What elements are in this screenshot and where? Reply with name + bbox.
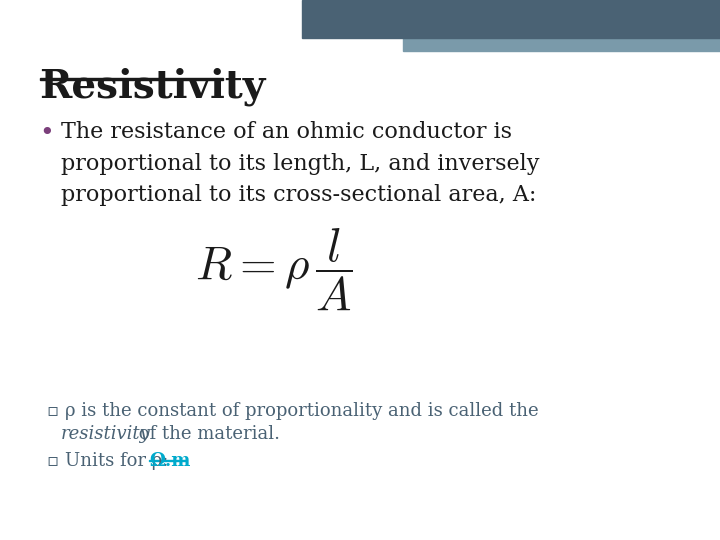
Text: proportional to its length, L, and inversely: proportional to its length, L, and inver… [61, 153, 540, 175]
Text: ▫ ρ is the constant of proportionality and is called the: ▫ ρ is the constant of proportionality a… [47, 402, 539, 420]
Text: ▫ Units for ρ:: ▫ Units for ρ: [47, 452, 174, 470]
Text: The resistance of an ohmic conductor is: The resistance of an ohmic conductor is [61, 122, 512, 144]
Text: •: • [40, 122, 54, 145]
Bar [302, 0, 720, 38]
Bar [403, 31, 720, 51]
Text: of the material.: of the material. [133, 425, 280, 443]
Bar [40, 78, 223, 80]
Text: $R = \rho\,\dfrac{l}{A}$: $R = \rho\,\dfrac{l}{A}$ [194, 227, 353, 313]
Text: Resistivity: Resistivity [40, 68, 266, 106]
Text: Ω.m: Ω.m [149, 452, 190, 470]
Bar [149, 460, 186, 461]
Text: proportional to its cross-sectional area, A:: proportional to its cross-sectional area… [61, 184, 536, 206]
Text: resistivity: resistivity [61, 425, 151, 443]
